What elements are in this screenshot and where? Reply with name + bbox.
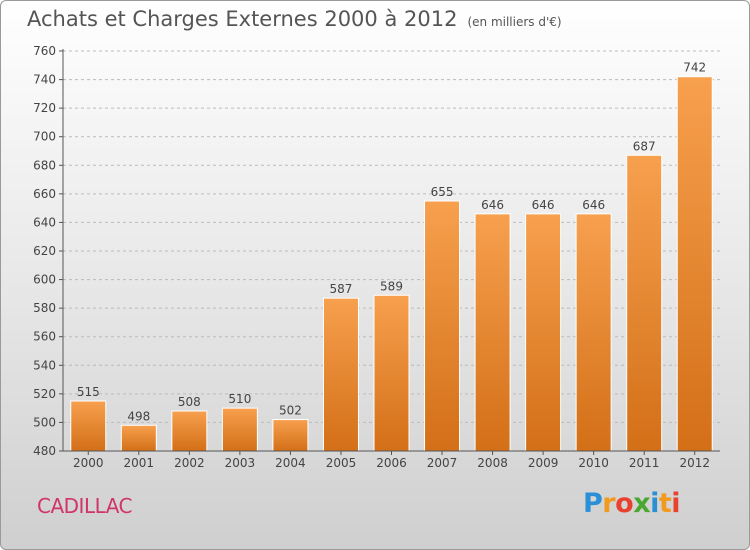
logo-letter: o — [615, 488, 634, 519]
bar-2002 — [171, 410, 208, 452]
value-label: 655 — [431, 185, 454, 199]
value-label: 646 — [481, 198, 504, 212]
x-tick-label: 2006 — [376, 456, 407, 470]
logo-letter: P — [583, 488, 603, 519]
x-tick-label: 2009 — [528, 456, 559, 470]
logo-letter: i — [671, 488, 681, 519]
x-tick-label: 2010 — [578, 456, 609, 470]
x-tick-label: 2011 — [629, 456, 660, 470]
x-tick-label: 2005 — [326, 456, 357, 470]
axes: 480 500 520 540 560 580 600 620 640 660 680 700 720 7… — [33, 44, 720, 470]
value-label: 515 — [77, 385, 100, 399]
y-tick-label: 480 — [33, 444, 56, 458]
y-tick-label: 520 — [33, 387, 56, 401]
proxiti-logo[interactable]: Proxiti — [583, 488, 681, 519]
x-tick-label: 2000 — [73, 456, 104, 470]
bar-2008 — [474, 213, 511, 452]
bar-2003 — [221, 407, 258, 452]
logo-letter: r — [602, 488, 616, 519]
y-tick-label: 540 — [33, 358, 56, 372]
y-tick-label: 760 — [33, 44, 56, 58]
value-label: 502 — [279, 404, 302, 418]
bar-2011 — [626, 154, 663, 452]
x-tick-label: 2003 — [225, 456, 256, 470]
x-tick-label: 2008 — [477, 456, 508, 470]
y-tick-label: 640 — [33, 215, 56, 229]
bar-2009 — [525, 213, 562, 452]
bar-2000 — [70, 400, 107, 452]
y-tick-label: 500 — [33, 415, 56, 429]
y-tick-label: 600 — [33, 273, 56, 287]
logo-letter: x — [633, 488, 651, 519]
bars: 515 498 508 510 502 587 589 655 646 646 646 687 742 — [70, 61, 713, 452]
y-tick-label: 580 — [33, 301, 56, 315]
logo-letter: i — [650, 488, 659, 519]
bar-2005 — [322, 297, 359, 452]
x-tick-label: 2001 — [124, 456, 155, 470]
x-tick-label: 2002 — [174, 456, 205, 470]
chart-title: Achats et Charges Externes 2000 à 2012 (e… — [27, 7, 562, 31]
chart-title-text: Achats et Charges Externes 2000 à 2012 — [27, 7, 458, 31]
value-label: 687 — [633, 139, 656, 153]
chart-unit: (en milliers d'€) — [467, 15, 562, 29]
city-name: CADILLAC — [37, 494, 132, 518]
x-tick-label: 2004 — [275, 456, 306, 470]
bar-2007 — [424, 200, 461, 452]
value-label: 587 — [330, 282, 353, 296]
x-tick-label: 2012 — [679, 456, 710, 470]
y-tick-label: 620 — [33, 244, 56, 258]
value-label: 510 — [228, 392, 251, 406]
y-tick-label: 700 — [33, 130, 56, 144]
value-label: 498 — [127, 409, 150, 423]
value-label: 742 — [683, 61, 706, 75]
logo-letter: t — [658, 488, 672, 519]
x-tick-label: 2007 — [427, 456, 458, 470]
bar-2004 — [272, 419, 309, 452]
value-label: 646 — [532, 198, 555, 212]
bar-2010 — [575, 213, 612, 452]
bar-2012 — [676, 76, 713, 452]
y-tick-label: 560 — [33, 330, 56, 344]
y-tick-label: 680 — [33, 158, 56, 172]
y-tick-label: 720 — [33, 101, 56, 115]
bar-2001 — [120, 424, 157, 452]
value-label: 646 — [582, 198, 605, 212]
y-tick-label: 740 — [33, 73, 56, 87]
value-label: 508 — [178, 395, 201, 409]
bar-2006 — [373, 294, 410, 452]
y-tick-label: 660 — [33, 187, 56, 201]
value-label: 589 — [380, 279, 403, 293]
